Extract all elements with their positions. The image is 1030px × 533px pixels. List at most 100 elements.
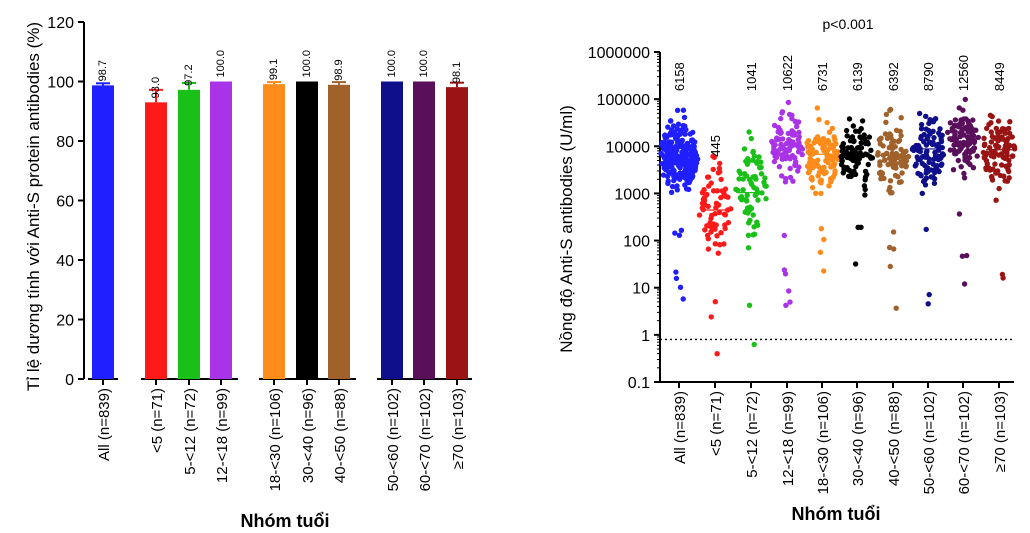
median-label: 6731 xyxy=(815,62,830,91)
data-point xyxy=(970,165,977,171)
data-point xyxy=(939,161,945,167)
data-point xyxy=(931,116,938,123)
data-point xyxy=(898,159,904,165)
data-point xyxy=(816,116,822,123)
y-axis-title: Nồng độ Anti-S antibodies (U/ml) xyxy=(557,105,576,353)
data-point xyxy=(736,176,742,182)
data-point xyxy=(776,164,783,170)
data-point xyxy=(680,122,686,129)
data-point xyxy=(772,153,778,159)
data-point xyxy=(898,132,904,139)
data-point xyxy=(891,138,897,144)
data-point xyxy=(681,114,688,121)
y-tick-label: 1 xyxy=(641,328,650,345)
data-point xyxy=(670,123,677,129)
data-point xyxy=(887,106,894,113)
median-label: 8449 xyxy=(992,62,1007,91)
data-point xyxy=(950,167,957,173)
data-point xyxy=(925,301,931,307)
value-label: 100.0 xyxy=(386,50,398,78)
data-point xyxy=(687,157,693,164)
data-point xyxy=(778,152,785,158)
data-point xyxy=(677,142,683,148)
y-tick-label: 1000 xyxy=(614,186,650,203)
data-point xyxy=(664,173,671,180)
data-point xyxy=(779,136,786,142)
data-point xyxy=(668,132,674,138)
data-point xyxy=(677,284,684,290)
data-point xyxy=(958,164,964,170)
data-point xyxy=(852,150,859,156)
data-point xyxy=(1002,137,1008,143)
data-point xyxy=(987,144,993,151)
scatter-group xyxy=(909,110,947,307)
data-point xyxy=(924,148,930,154)
data-point xyxy=(898,115,904,121)
data-point xyxy=(758,171,765,177)
data-point xyxy=(712,241,718,247)
data-point xyxy=(832,171,838,177)
data-point xyxy=(722,186,729,192)
data-point xyxy=(886,145,892,151)
y-tick-label: 10 xyxy=(632,281,650,298)
data-point xyxy=(682,152,688,158)
data-point xyxy=(795,119,802,125)
data-point xyxy=(783,175,789,182)
data-point xyxy=(920,178,927,185)
data-point xyxy=(1004,178,1011,184)
y-tick-label: 0 xyxy=(65,372,74,389)
data-point xyxy=(852,261,859,267)
data-point xyxy=(699,200,706,207)
data-point xyxy=(702,227,708,233)
data-point xyxy=(964,134,971,140)
data-point xyxy=(711,224,717,230)
data-point xyxy=(846,116,853,122)
data-point xyxy=(678,227,685,233)
data-point xyxy=(953,136,960,142)
data-point xyxy=(818,226,825,232)
data-point xyxy=(931,180,938,186)
y-tick-label: 80 xyxy=(56,134,74,151)
scatter-group xyxy=(838,116,876,267)
data-point xyxy=(862,151,869,157)
data-point xyxy=(843,127,850,134)
data-point xyxy=(995,129,1001,135)
data-point xyxy=(918,126,925,132)
data-point xyxy=(708,229,714,235)
data-point xyxy=(725,194,731,200)
bar xyxy=(178,89,200,379)
data-point xyxy=(674,183,680,189)
data-point xyxy=(883,111,890,118)
scatter-group xyxy=(769,99,806,308)
x-tick-label: <5 (n=71) xyxy=(708,391,725,456)
data-point xyxy=(751,341,757,348)
data-point xyxy=(922,162,928,169)
data-point xyxy=(811,140,817,146)
data-point xyxy=(868,147,874,153)
data-point xyxy=(833,154,839,161)
y-tick-label: 40 xyxy=(56,253,74,270)
value-label: 98.1 xyxy=(451,62,463,83)
bar xyxy=(296,81,318,379)
data-point xyxy=(1007,119,1013,125)
data-point xyxy=(750,212,756,218)
data-point xyxy=(869,155,876,161)
data-point xyxy=(962,153,969,159)
bar xyxy=(92,85,114,380)
p-value-annotation: p<0.001 xyxy=(823,16,874,32)
x-tick-label: All (n=839) xyxy=(672,391,689,464)
data-point xyxy=(672,133,678,139)
data-point xyxy=(757,165,763,171)
data-point xyxy=(771,146,777,152)
data-point xyxy=(817,249,824,255)
data-point xyxy=(892,172,899,179)
data-point xyxy=(826,129,833,135)
data-point xyxy=(926,159,932,165)
data-point xyxy=(682,131,688,137)
data-point xyxy=(750,149,756,156)
data-point xyxy=(705,246,712,252)
data-point xyxy=(881,175,887,182)
data-point xyxy=(794,123,800,130)
data-point xyxy=(903,148,909,154)
data-point xyxy=(955,157,961,164)
